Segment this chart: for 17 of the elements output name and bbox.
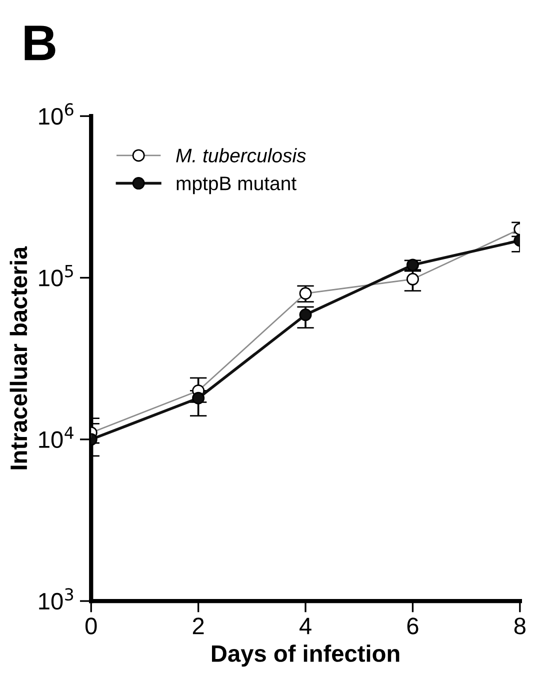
x-tick-label: 8	[514, 618, 526, 634]
y-tick-label: 10$^{3}$	[39, 588, 74, 610]
point	[192, 392, 205, 404]
point	[406, 258, 419, 272]
point	[299, 308, 312, 322]
legend-label: mptpB mutant	[176, 176, 296, 194]
y-tick-label: 10$^{6}$	[39, 103, 74, 125]
x-tick-label: 0	[85, 618, 97, 634]
legend-label: M. tuberculosis	[176, 148, 306, 162]
y-tick-label: 10$^{5}$	[39, 265, 73, 286]
x-tick-label: 2	[192, 618, 204, 634]
x-tick-label: 4	[299, 618, 312, 634]
x-tick-label: 6	[407, 618, 418, 634]
y-axis-title: Intracelluar bacteria	[10, 246, 28, 470]
chart-title: B	[24, 26, 56, 60]
x-axis-title: Days of infection	[212, 644, 400, 667]
y-tick-label: 10$^{4}$	[39, 426, 74, 448]
